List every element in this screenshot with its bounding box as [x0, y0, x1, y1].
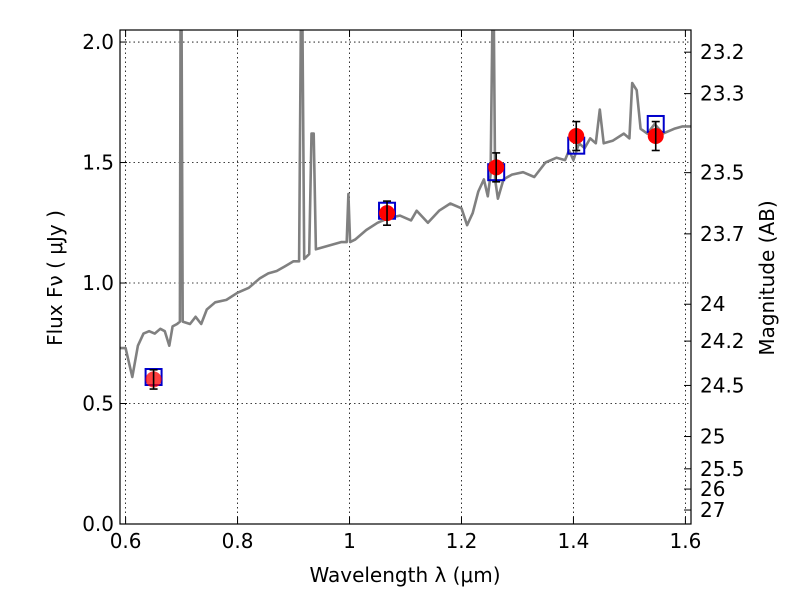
y-tick-label: 1.5: [82, 151, 114, 175]
x-tick-label: 1: [343, 529, 356, 553]
right-tick-label: 27: [700, 498, 725, 522]
x-tick-label: 1.4: [558, 529, 590, 553]
right-tick-label: 23.7: [700, 222, 745, 246]
right-tick-label: 23.2: [700, 40, 745, 64]
x-tick-label: 1.6: [669, 529, 701, 553]
right-tick-label: 26: [700, 477, 725, 501]
right-tick-label: 24.5: [700, 373, 745, 397]
tick-labels: 0.6 0.8 1 1.2 1.4 1.6 0.0 0.5 1.0 1.5 2.0 23.2 23.3 2…: [82, 30, 744, 553]
x-tick-label: 0.6: [110, 529, 142, 553]
series-layer: [120, 30, 691, 379]
plot-frame: [119, 29, 692, 525]
ticks: [120, 30, 691, 525]
x-tick-label: 0.8: [222, 529, 254, 553]
y-tick-label: 0.5: [82, 392, 114, 416]
right-tick-label: 25.5: [700, 457, 745, 481]
grid: [120, 30, 691, 524]
x-tick-label: 1.2: [446, 529, 478, 553]
right-axis-label: Magnitude (AB): [755, 200, 779, 355]
right-tick-label: 24.2: [700, 329, 745, 353]
right-tick-label: 23.5: [700, 161, 745, 185]
y-tick-label: 1.0: [82, 271, 114, 295]
y-tick-label: 2.0: [82, 30, 114, 54]
sed-line: [120, 30, 691, 379]
y-tick-label: 0.0: [82, 512, 114, 536]
right-tick-label: 25: [700, 425, 725, 449]
points-layer: [144, 114, 665, 390]
right-tick-label: 23.3: [700, 82, 745, 106]
right-tick-label: 24: [700, 292, 725, 316]
y-axis-label: Flux Fν ( μJy ): [43, 210, 67, 346]
x-axis-label: Wavelength λ (μm): [309, 563, 500, 587]
